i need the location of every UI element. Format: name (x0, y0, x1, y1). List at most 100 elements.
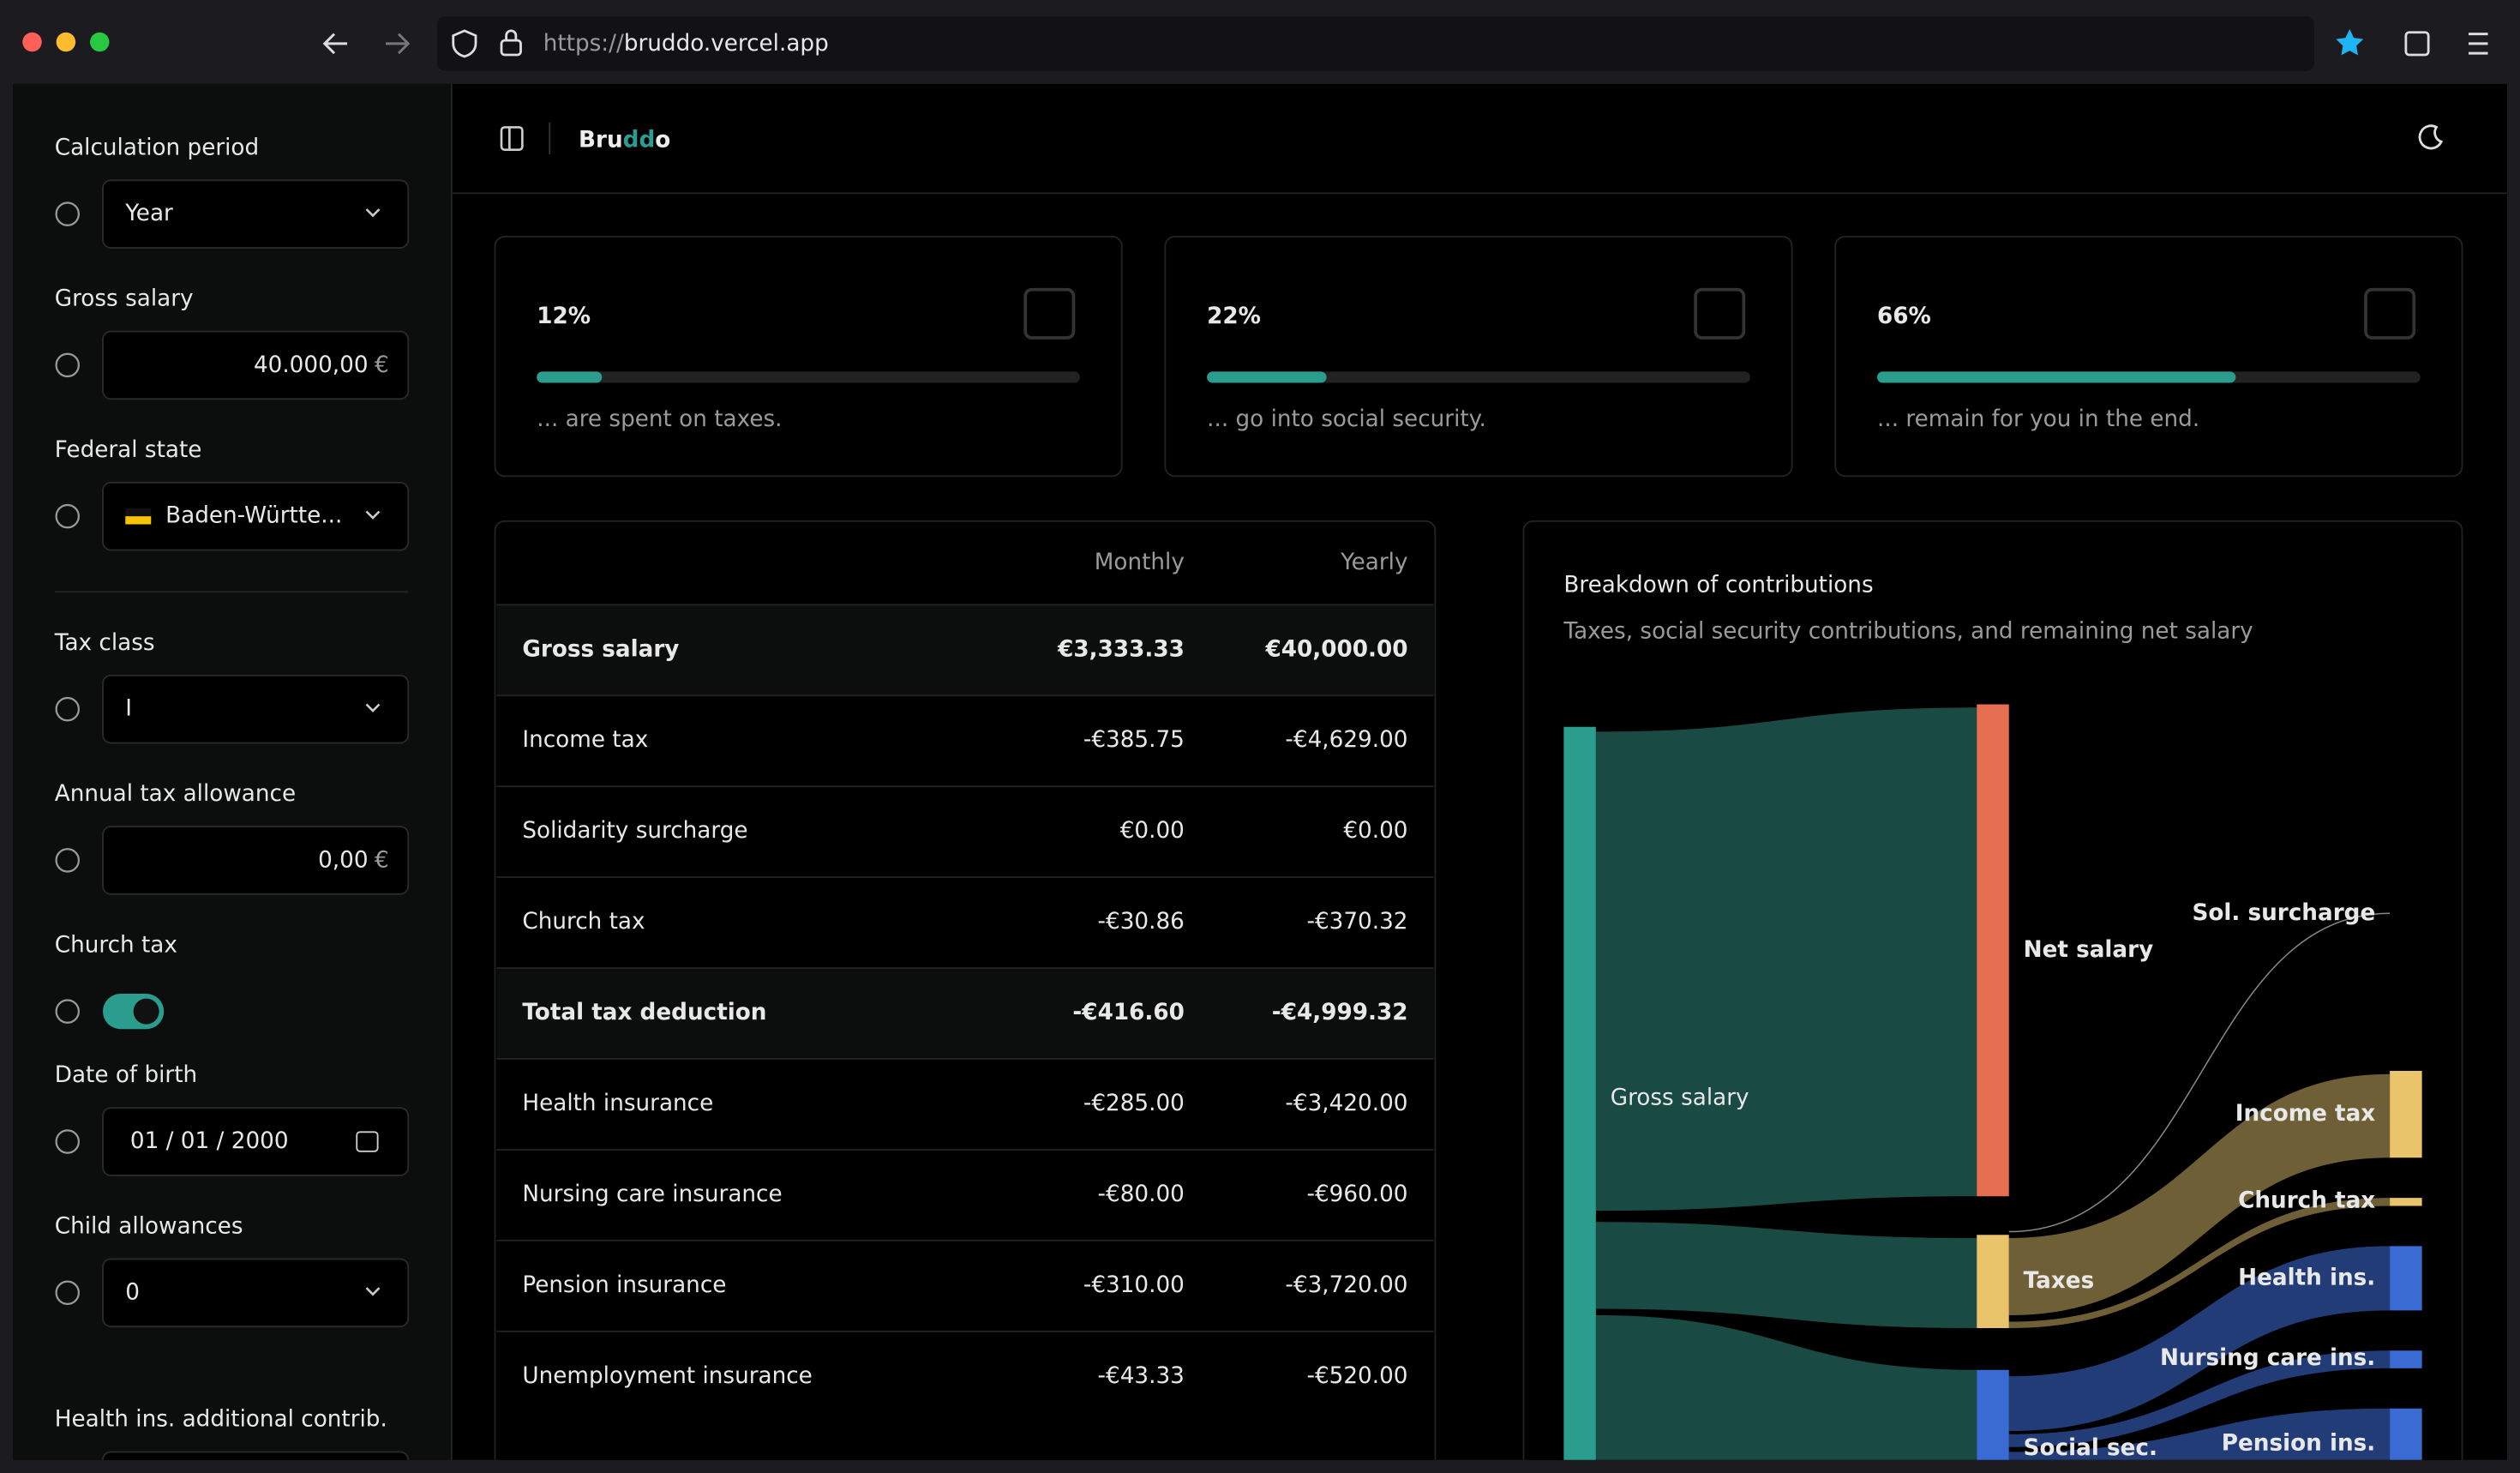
sankey (1563, 704, 2422, 1460)
chevron (365, 510, 381, 520)
input[interactable] (102, 1258, 410, 1328)
stat-icon (1023, 287, 1076, 340)
back[interactable] (322, 33, 347, 55)
node-label: Pension ins. (2222, 1431, 2376, 1457)
row-label: Nursing care insurance (522, 1181, 782, 1207)
lock-icon[interactable] (500, 39, 522, 57)
info-icon[interactable] (55, 503, 80, 529)
input-value: 0,00 € (318, 847, 389, 873)
info-icon[interactable] (55, 1280, 80, 1305)
bookmark[interactable] (2336, 29, 2364, 56)
progress-track (537, 371, 1080, 383)
progress-bar (1207, 371, 1327, 383)
chart-subtitle: Taxes, social security contributions, an… (1563, 619, 2253, 645)
sidebar-toggle[interactable] (500, 126, 524, 151)
info-icon[interactable] (55, 352, 80, 378)
row-monthly: -€43.33 (1098, 1363, 1185, 1389)
table-row (496, 1149, 1434, 1241)
info-icon[interactable] (55, 999, 80, 1024)
theme-toggle[interactable] (2418, 124, 2444, 150)
forward[interactable] (386, 33, 411, 55)
row-label: Health insurance (522, 1091, 713, 1116)
node-label: Nursing care ins. (2160, 1345, 2375, 1371)
row-monthly: -€385.75 (1083, 727, 1185, 753)
input[interactable] (102, 1107, 410, 1176)
row-label: Total tax deduction (522, 1000, 766, 1025)
close[interactable] (22, 32, 42, 52)
row-yearly: €0.00 (1343, 818, 1407, 844)
field-label: Tax class (54, 630, 155, 656)
unit: € (375, 352, 389, 377)
url[interactable]: https://bruddo.vercel.app (543, 30, 829, 56)
node-label: Gross salary (1611, 1085, 1749, 1110)
table-row (496, 1331, 1434, 1422)
minimize[interactable] (56, 32, 76, 52)
field-label: Health ins. additional contrib. (55, 1406, 387, 1432)
input-value: 0 (125, 1279, 140, 1305)
menu[interactable] (2469, 33, 2488, 55)
progress-track (1207, 371, 1750, 383)
column-header: Yearly (1340, 550, 1407, 575)
field-label: Gross salary (55, 286, 194, 312)
zoom[interactable] (90, 32, 110, 52)
chevron (365, 703, 381, 712)
brand-part: dd (623, 127, 656, 153)
input[interactable] (102, 481, 410, 551)
stat-label: 22% (1207, 304, 1261, 329)
input[interactable] (102, 826, 410, 895)
field-label: Date of birth (55, 1062, 197, 1088)
table-row (496, 1240, 1434, 1332)
input-value: 01 / 01 / 2000 (130, 1128, 289, 1154)
url-scheme: https:// (543, 30, 624, 56)
stat-caption: ... remain for you in the end. (1877, 406, 2199, 432)
field-label: Child allowances (55, 1213, 243, 1239)
node-label: Health ins. (2238, 1265, 2375, 1290)
row-yearly: €40,000.00 (1264, 636, 1407, 662)
row-yearly: -€370.32 (1306, 909, 1407, 935)
row-yearly: -€3,420.00 (1285, 1091, 1407, 1116)
chevron (365, 208, 381, 218)
input[interactable] (102, 330, 410, 400)
sidebar (13, 83, 452, 1460)
row-monthly: €0.00 (1120, 818, 1185, 844)
shield-icon[interactable] (452, 29, 477, 58)
info-icon[interactable] (55, 696, 80, 722)
table-row (496, 604, 1434, 696)
info-icon[interactable] (55, 848, 80, 873)
table-row (496, 877, 1434, 968)
stat-label: 12% (537, 304, 591, 329)
chart-title: Breakdown of contributions (1563, 572, 1873, 598)
input-value: 40.000,00 € (254, 352, 389, 377)
row-monthly: -€416.60 (1072, 1000, 1184, 1025)
value: 40.000,00 (254, 352, 369, 377)
url-bar[interactable] (437, 16, 2314, 71)
calendar-icon[interactable] (356, 1131, 379, 1152)
input[interactable] (102, 1451, 410, 1473)
row-monthly: -€285.00 (1083, 1091, 1185, 1116)
field-label: Federal state (55, 437, 202, 463)
info-icon[interactable] (55, 201, 80, 226)
extensions[interactable] (2404, 31, 2430, 57)
row-label: Income tax (522, 727, 648, 753)
stat-card (1164, 235, 1793, 478)
field-label: Calculation period (55, 135, 259, 160)
row-monthly: €3,333.33 (1057, 636, 1185, 662)
column-header: Monthly (1095, 550, 1185, 575)
value: 0,00 (318, 847, 368, 873)
field-label: Annual tax allowance (55, 781, 296, 807)
row-yearly: -€4,999.32 (1272, 1000, 1408, 1025)
toggle-knob (133, 998, 159, 1025)
url-host: bruddo.vercel.app (624, 30, 829, 56)
stat-icon (2364, 287, 2416, 340)
table-row (496, 695, 1434, 787)
row-label: Solidarity surcharge (522, 818, 747, 844)
row-label: Pension insurance (522, 1272, 726, 1298)
info-icon[interactable] (55, 1129, 80, 1154)
input[interactable] (102, 179, 410, 249)
stat-card (1834, 235, 2463, 478)
input-value: I (125, 696, 132, 722)
chevron (365, 1287, 381, 1296)
input[interactable] (102, 674, 410, 744)
